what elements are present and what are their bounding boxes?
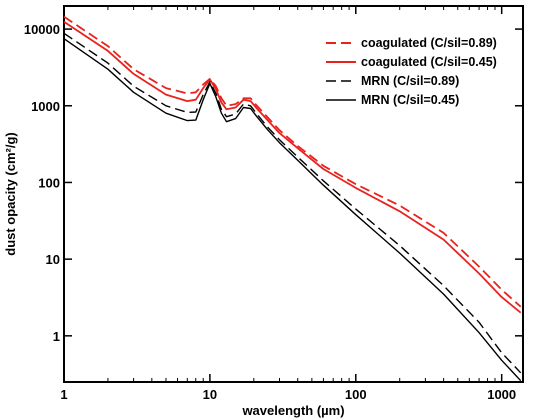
y-axis-title: dust opacity (cm²/g)	[3, 132, 18, 256]
y-tick-label: 1	[53, 329, 60, 344]
plot-frame	[63, 5, 524, 383]
tick-labels: 1 10 100 1000 1 10 100 1000 10000	[24, 22, 516, 402]
legend-label-4: MRN (C/sil=0.45)	[361, 93, 459, 107]
y-tick-label: 10000	[24, 22, 60, 37]
y-tick-label: 100	[38, 175, 60, 190]
series-lines	[63, 15, 522, 382]
y-tick-label: 10	[46, 252, 60, 267]
y-tick-label: 1000	[31, 99, 60, 114]
axis-ticks	[63, 6, 523, 382]
x-tick-label: 100	[345, 387, 367, 402]
series-line-4	[63, 38, 522, 382]
x-tick-label: 10	[203, 387, 217, 402]
series-line-1	[63, 15, 522, 308]
legend-label-2: coagulated (C/sil=0.45)	[361, 55, 497, 69]
x-axis-title: wavelength (µm)	[241, 403, 344, 418]
x-tick-label: 1000	[487, 387, 516, 402]
x-tick-label: 1	[60, 387, 67, 402]
legend-label-3: MRN (C/sil=0.89)	[361, 74, 459, 88]
legend-label-1: coagulated (C/sil=0.89)	[361, 36, 497, 50]
plot-area: coagulated (C/sil=0.89) coagulated (C/sil…	[63, 5, 524, 383]
series-line-2	[63, 20, 522, 314]
legend: coagulated (C/sil=0.89) coagulated (C/sil…	[326, 36, 497, 107]
